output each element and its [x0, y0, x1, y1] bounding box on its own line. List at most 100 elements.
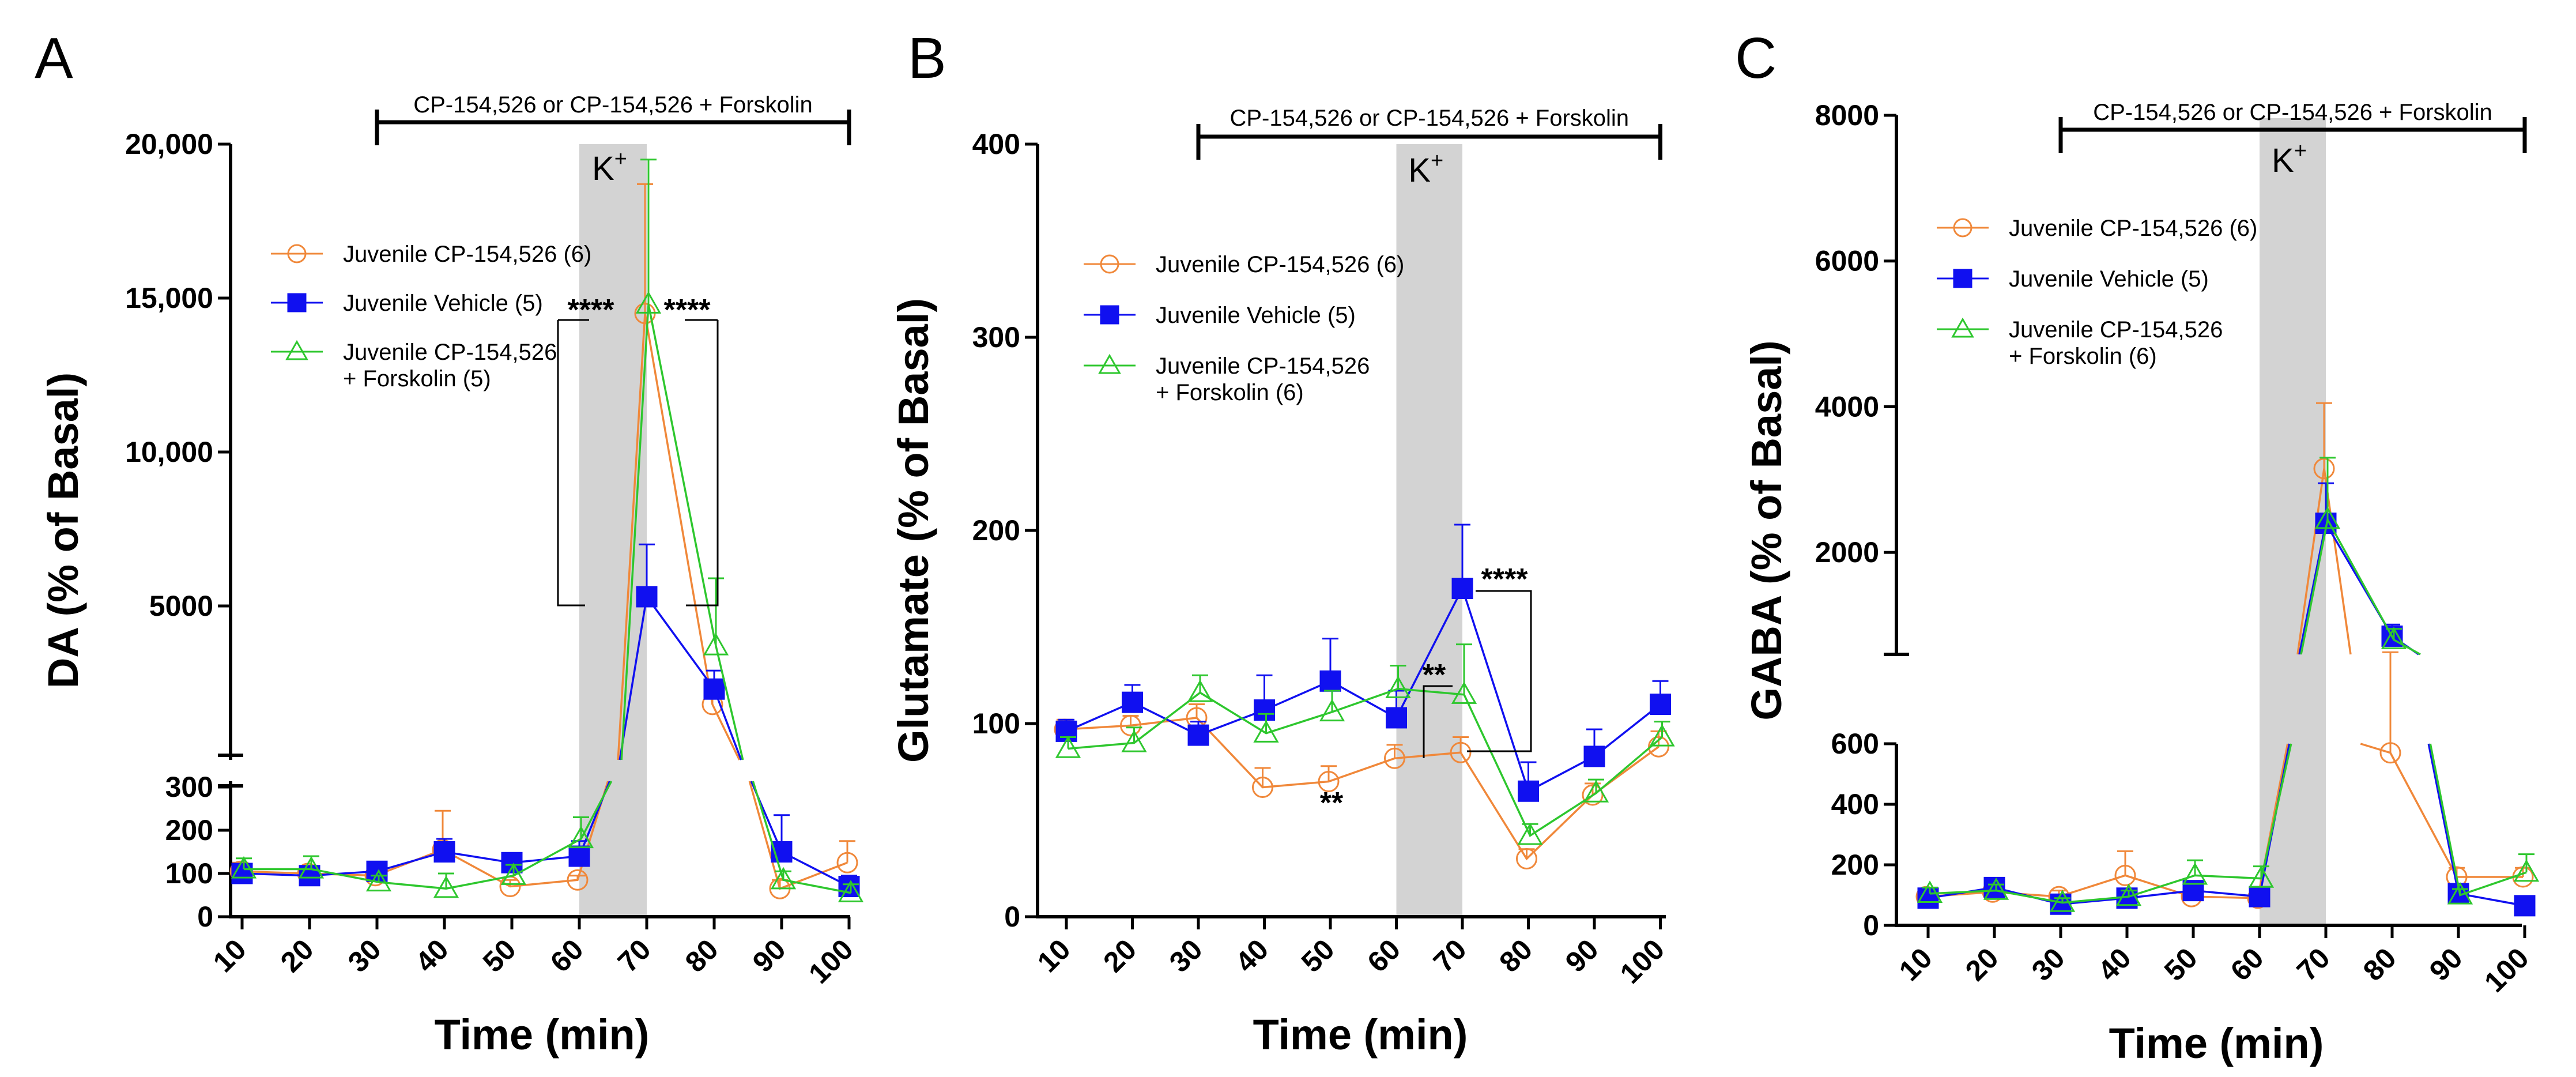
panel-c-y-tick-label: 2000	[1815, 536, 1879, 568]
panel-letter-c: C	[1735, 26, 1777, 91]
panel-c-x-tick-label: 80	[2357, 942, 2402, 987]
panel-a-sig-bracket-right	[686, 320, 719, 607]
panel-a-x-tick-label: 10	[207, 933, 252, 978]
panel-b-legend-label: Juvenile CP-154,526 (6)	[1156, 252, 1404, 277]
panel-letter-a: A	[35, 26, 73, 91]
panel-b-data-point	[1582, 784, 1604, 806]
panel-b-legend-label: Juvenile CP-154,526	[1156, 353, 1370, 379]
panel-b-data-point	[1450, 741, 1472, 763]
panel-a-series-line	[244, 304, 851, 894]
panel-a-legend-marker	[287, 293, 307, 312]
panel-a-data-point	[838, 880, 864, 902]
panel-b-data-point	[1385, 676, 1411, 698]
panel-b-data-point	[1254, 699, 1275, 721]
panel-c-data-point	[2115, 883, 2142, 906]
panel-c-x-axis-title: Time (min)	[2109, 1019, 2324, 1067]
panel-a-x-tick-label: 20	[274, 933, 320, 978]
panel-c-legend-marker	[1953, 269, 1972, 288]
panel-b-legend-label: + Forskolin (6)	[1156, 380, 1304, 405]
panel-a-data-point	[231, 856, 257, 879]
panel-a-legend-label: Juvenile CP-154,526	[343, 340, 557, 365]
panel-b-y-tick-label: 100	[972, 707, 1020, 740]
panel-a-legend-label: Juvenile CP-154,526 (6)	[343, 242, 591, 267]
panel-c-legend-marker	[1951, 317, 1974, 338]
panel-b-x-tick-label: 70	[1427, 933, 1473, 978]
panel-b-data-point	[1055, 720, 1077, 742]
panel-b-legend-label: Juvenile Vehicle (5)	[1156, 303, 1356, 328]
panel-a-data-point	[770, 867, 797, 890]
panel-c-x-tick-label: 30	[2026, 942, 2071, 987]
panel-b-legend-marker	[1100, 305, 1119, 325]
panel-c-data-point	[1983, 878, 2009, 900]
panel-b-x-tick-label: 10	[1031, 933, 1077, 978]
panel-b-data-point	[1319, 670, 1341, 692]
panel-b-data-point	[1648, 736, 1669, 758]
panel-c-y-tick-label: 200	[1831, 849, 1879, 881]
panel-c-y-tick-label: 8000	[1815, 99, 1879, 131]
panel-a-data-point	[836, 852, 858, 873]
panel-b-data-point	[1583, 745, 1605, 767]
panel-a-data-point	[703, 632, 729, 656]
panel-a-series-line	[242, 594, 850, 888]
panel-a-data-point	[568, 845, 590, 867]
panel-b-data-point	[1386, 707, 1407, 729]
panel-c-legend-label: Juvenile CP-154,526 (6)	[2009, 216, 2257, 241]
panel-a-data-point	[500, 863, 527, 885]
panel-b-x-tick-label: 100	[1614, 933, 1671, 990]
panel-b-data-point	[1650, 694, 1671, 715]
panel-c-data-point	[2379, 742, 2401, 764]
panel-a-treatment-label: CP-154,526 or CP-154,526 + Forskolin	[413, 92, 813, 118]
panel-c: C K+ 0 200 400 600 2000 4000 6000 8000 10 20 30 40…	[1735, 26, 2540, 1067]
panel-a-series-line	[240, 313, 848, 890]
panel-c-x-tick-label: 10	[1893, 942, 1938, 987]
panel-b-data-point	[1187, 679, 1213, 702]
panel-c-k-superscript: +	[2294, 139, 2307, 163]
panel-b-x-tick-label: 50	[1295, 933, 1341, 978]
panel-c-y-tick-label: 600	[1831, 728, 1879, 760]
panel-b-x-tick-label: 90	[1559, 933, 1605, 978]
panel-c-treatment-label: CP-154,526 or CP-154,526 + Forskolin	[2093, 100, 2492, 125]
panel-c-x-tick-label: 40	[2092, 942, 2137, 987]
panel-c-y-axis-title: GABA (% of Basal)	[1743, 340, 1790, 720]
panel-b-series-line	[1068, 687, 1663, 837]
panel-c-data-point	[2249, 886, 2270, 907]
panel-a-significance-left: ****	[568, 293, 615, 327]
panel-a-legend-marker	[287, 244, 307, 263]
panel-a-y-tick-label: 200	[165, 814, 213, 846]
panel-a-x-tick-label: 50	[477, 933, 522, 978]
panel-c-series-line	[1926, 468, 2523, 899]
panel-c-x-tick-label: 70	[2291, 942, 2336, 987]
panel-b-data-point	[1517, 822, 1543, 845]
panel-a-x-tick-label: 80	[679, 933, 725, 978]
panel-c-data-point	[2513, 859, 2540, 882]
panel-a-x-axis-title: Time (min)	[435, 1011, 650, 1059]
panel-a-y-axis-title: DA (% of Basal)	[39, 372, 87, 688]
panel-b-data-point	[1253, 720, 1279, 743]
panel-c-data-point	[2313, 458, 2335, 480]
panel-c-legend-label: Juvenile Vehicle (5)	[2009, 266, 2209, 292]
panel-b-x-axis-title: Time (min)	[1253, 1011, 1468, 1059]
panel-c-series-line	[1928, 520, 2525, 907]
panel-b-x-tick-label: 20	[1097, 933, 1142, 978]
panel-c-x-tick-label: 20	[1959, 942, 2005, 987]
panel-c-data-point	[1917, 880, 1943, 903]
panel-a-y-tick-label: 10,000	[125, 436, 213, 468]
panel-c-data-point	[2049, 890, 2076, 912]
panel-b-data-point	[1120, 714, 1141, 736]
panel-c-data-point	[2381, 627, 2407, 649]
panel-a-data-point	[636, 586, 658, 608]
panel-b-y-tick-label: 400	[972, 128, 1020, 160]
panel-a-data-point	[433, 841, 455, 863]
panel-a-x-tick-label: 90	[746, 933, 792, 978]
panel-b-legend-marker	[1098, 353, 1121, 374]
panel-a-y-tick-label: 100	[165, 857, 213, 890]
panel-a-y-tick-label: 300	[165, 771, 213, 803]
panel-b-data-point	[1187, 724, 1209, 746]
panel-b-k-window	[1396, 144, 1462, 917]
panel-b-sig-bracket	[1467, 590, 1532, 752]
panel-a-y-tick-label: 15,000	[125, 282, 213, 314]
panel-a-x-tick-label: 70	[612, 933, 657, 978]
panel-b-treatment-label: CP-154,526 or CP-154,526 + Forskolin	[1229, 106, 1629, 131]
panel-c-y-tick-label: 6000	[1815, 245, 1879, 277]
